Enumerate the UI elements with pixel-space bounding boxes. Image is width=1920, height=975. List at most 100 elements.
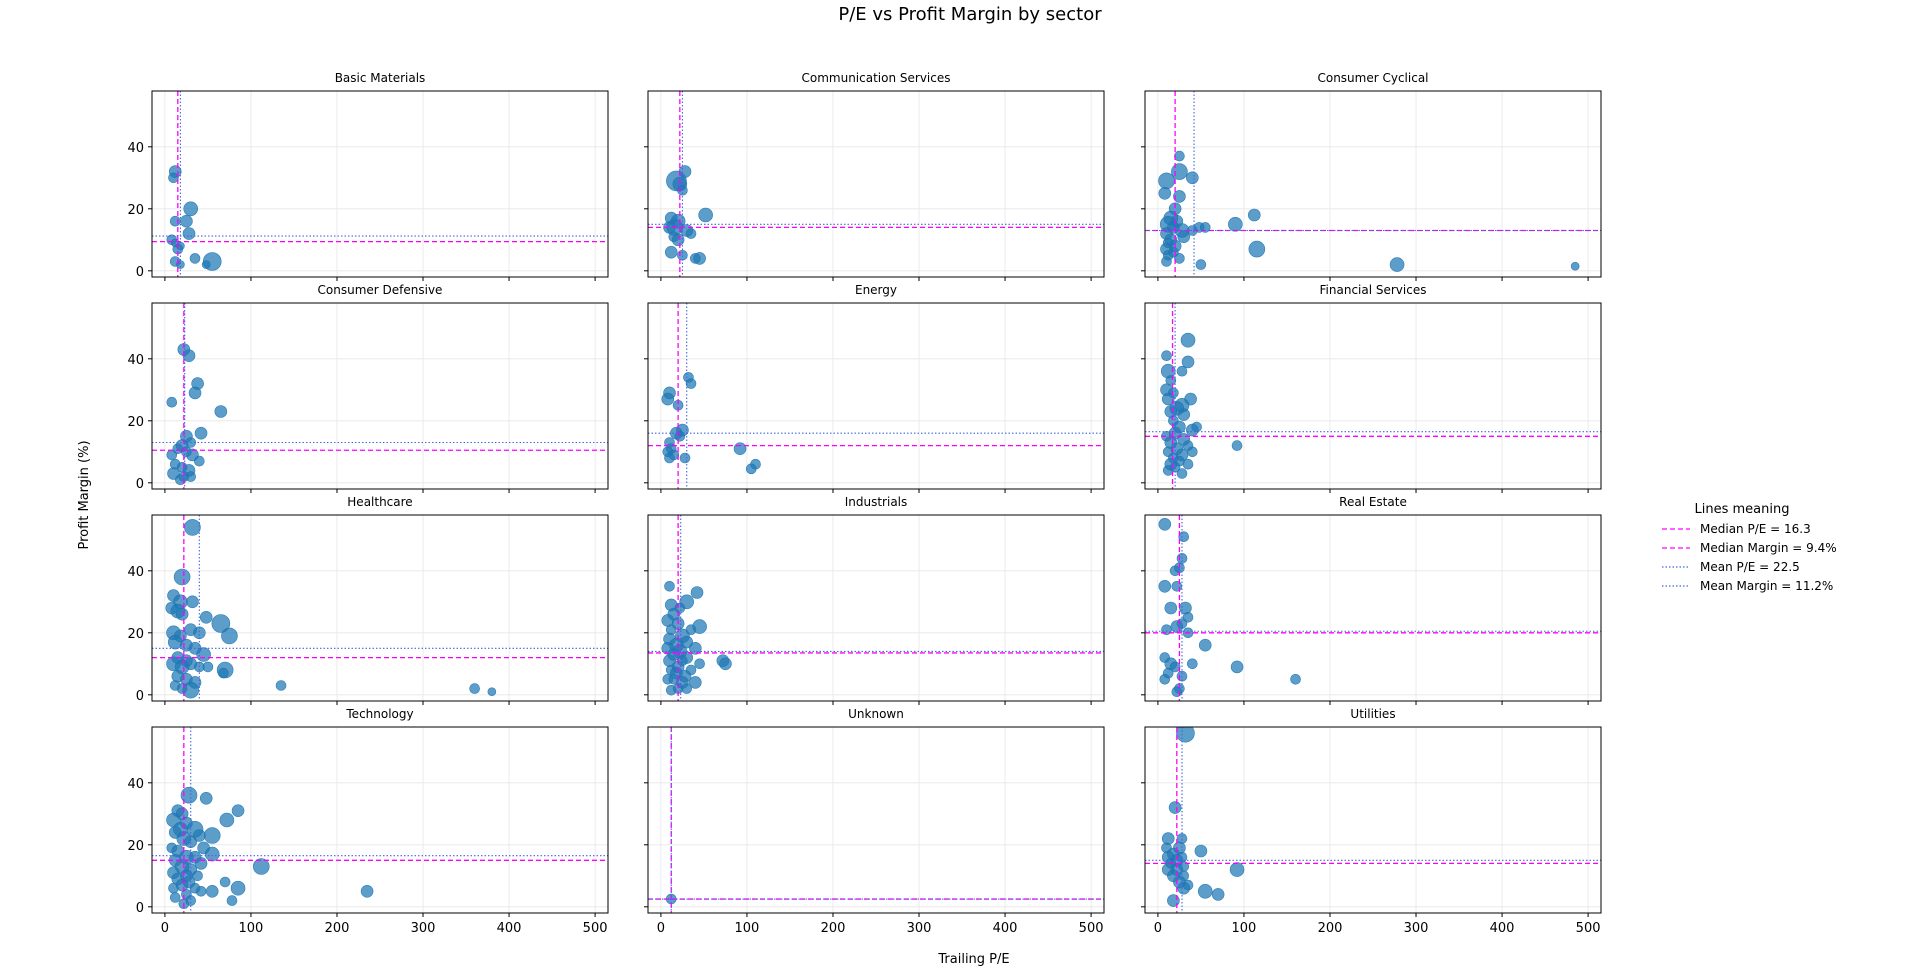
data-point — [199, 610, 213, 624]
y-tick-label: 20 — [127, 203, 144, 218]
data-point — [664, 245, 678, 259]
data-point — [664, 452, 675, 464]
y-tick-label: 20 — [127, 415, 144, 430]
x-tick-label: 500 — [583, 921, 608, 936]
legend-title: Lines meaning — [1695, 502, 1790, 517]
data-point — [166, 396, 178, 408]
x-tick-label: 100 — [239, 921, 264, 936]
panel-frame — [151, 302, 609, 490]
data-point — [1211, 888, 1225, 901]
points — [1161, 727, 1245, 907]
y-tick-label: 40 — [127, 141, 144, 156]
points — [1158, 150, 1580, 272]
data-point — [694, 658, 705, 670]
x-tick-label: 300 — [1404, 921, 1429, 936]
data-point — [205, 884, 219, 898]
data-point — [681, 683, 693, 694]
panel-title: Industrials — [845, 495, 908, 509]
panel-title: Basic Materials — [335, 71, 426, 85]
data-point — [1181, 355, 1195, 369]
x-tick-label: 0 — [161, 921, 169, 936]
data-point — [192, 870, 203, 882]
data-point — [487, 687, 497, 697]
data-point — [733, 442, 747, 456]
data-point — [199, 791, 213, 805]
x-tick-label: 200 — [1318, 921, 1343, 936]
data-point — [661, 392, 675, 406]
panel-energy: Energy — [644, 283, 1105, 493]
y-tick-label: 40 — [127, 777, 144, 792]
x-tick-label: 400 — [1490, 921, 1515, 936]
data-point — [166, 449, 178, 461]
data-point — [203, 827, 221, 844]
x-tick-label: 500 — [1079, 921, 1104, 936]
points — [166, 786, 374, 910]
panel-frame — [1144, 726, 1602, 914]
legend-entry: Mean Margin = 11.2% — [1700, 579, 1833, 593]
data-point — [1176, 468, 1188, 479]
reference-lines — [1145, 515, 1601, 701]
data-point — [665, 684, 677, 696]
data-point — [1228, 217, 1243, 232]
panel-frame — [647, 90, 1105, 278]
data-point — [1229, 862, 1245, 877]
reference-lines — [152, 91, 608, 277]
data-point — [1173, 190, 1186, 203]
data-point — [1180, 332, 1196, 348]
x-tick-label: 300 — [907, 921, 932, 936]
data-point — [252, 858, 270, 875]
data-point — [679, 594, 695, 610]
panel-frame — [151, 90, 609, 278]
y-tick-label: 40 — [127, 565, 144, 580]
panel-frame — [1144, 302, 1602, 490]
x-tick-label: 400 — [993, 921, 1018, 936]
data-point — [180, 214, 193, 228]
data-point — [1162, 465, 1174, 476]
x-axis-label: Trailing P/E — [937, 952, 1009, 967]
data-point — [204, 846, 220, 862]
panel-consumer-cyclical: Consumer Cyclical — [1141, 71, 1602, 281]
data-point — [1198, 638, 1212, 652]
data-point — [1171, 580, 1183, 592]
panel-frame — [1144, 514, 1602, 702]
data-point — [677, 250, 688, 261]
reference-lines — [152, 515, 608, 701]
reference-lines — [152, 727, 608, 913]
panel-unknown: Unknown 0 100 200 300 400 500 — [644, 707, 1105, 936]
x-tick-label: 100 — [1232, 921, 1257, 936]
data-point — [1231, 440, 1243, 451]
reference-lines — [648, 303, 1104, 489]
panel-basic-materials: Basic Materials 0 20 40 — [127, 71, 609, 281]
panel-communication-services: Communication Services — [644, 71, 1105, 281]
points — [661, 372, 761, 475]
data-point — [1167, 894, 1180, 907]
data-point — [1178, 531, 1190, 543]
data-point — [202, 661, 214, 673]
data-point — [169, 215, 181, 227]
data-point — [194, 426, 208, 440]
y-tick-label: 0 — [136, 901, 144, 916]
data-point — [685, 228, 697, 239]
panel-frame — [647, 514, 1105, 702]
data-point — [221, 627, 238, 645]
panels-grid: Basic Materials 0 20 40 Communication Servic… — [127, 71, 1602, 936]
panel-real-estate: Real Estate — [1141, 495, 1602, 705]
panel-title: Unknown — [848, 707, 904, 721]
data-point — [219, 876, 231, 888]
data-point — [1182, 458, 1194, 470]
data-point — [664, 580, 675, 592]
legend-entry: Median Margin = 9.4% — [1700, 541, 1837, 555]
data-point — [689, 676, 702, 689]
data-point — [1171, 686, 1183, 698]
data-point — [226, 895, 238, 906]
data-point — [1158, 172, 1175, 190]
data-point — [185, 471, 197, 482]
data-point — [1158, 187, 1172, 200]
data-point — [1161, 350, 1172, 362]
panel-frame — [151, 514, 609, 702]
x-tick-label: 0 — [657, 921, 665, 936]
panel-technology: Technology 0 100 200 300 400 500 0 20 40 — [127, 707, 609, 936]
data-point — [168, 882, 179, 894]
points — [166, 343, 228, 486]
reference-lines — [648, 727, 1104, 913]
